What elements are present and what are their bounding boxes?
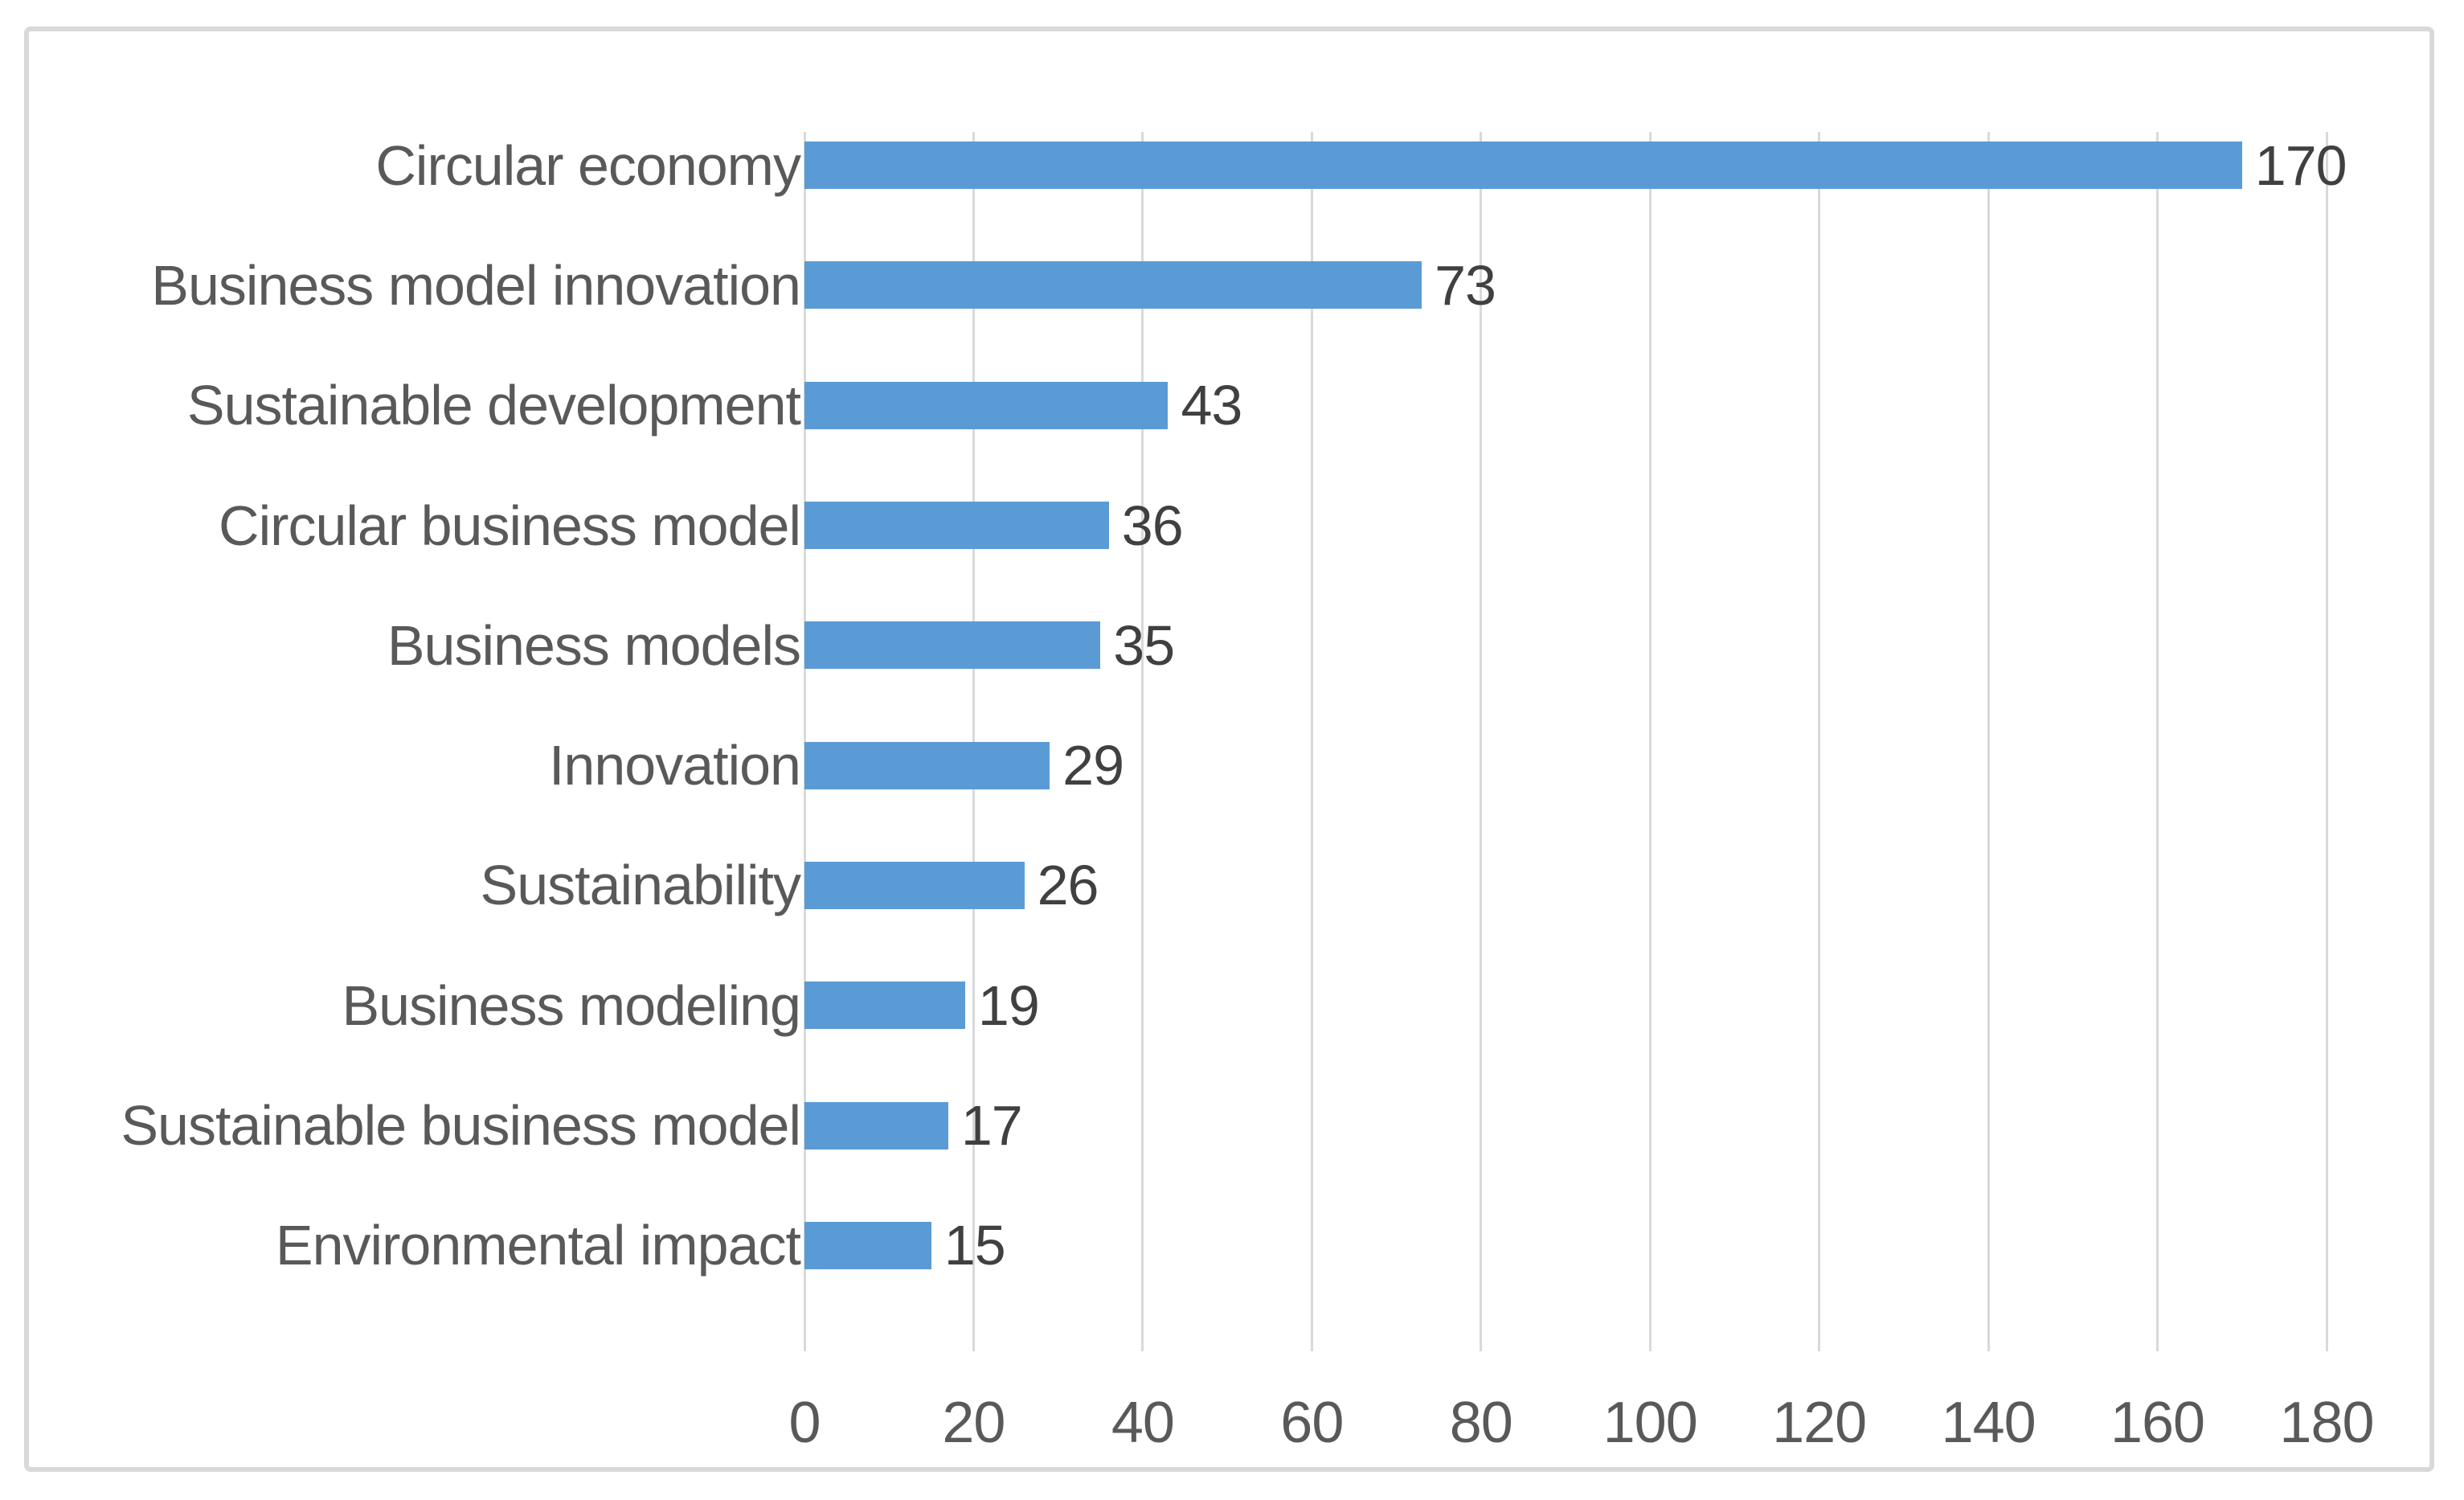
x-axis-tick-label: 20: [942, 1391, 1005, 1455]
category-label: Sustainability: [480, 854, 801, 917]
gridline-x-0: [803, 132, 806, 1351]
gridline-x-20: [972, 132, 975, 1351]
category-label: Business modeling: [342, 973, 801, 1037]
gridline-x-140: [1987, 132, 1990, 1351]
value-label: 29: [1062, 734, 1124, 797]
value-label: 43: [1181, 374, 1242, 437]
value-label: 26: [1037, 854, 1099, 917]
bar-business-modeling: [804, 982, 965, 1030]
gridline-x-160: [2156, 132, 2159, 1351]
value-label: 73: [1435, 253, 1496, 317]
value-label: 36: [1121, 494, 1184, 557]
bar-business-models: [804, 621, 1101, 670]
bar-circular-business-model: [804, 502, 1109, 550]
gridline-x-40: [1141, 132, 1144, 1351]
bar-environmental-impact: [804, 1221, 931, 1269]
x-axis-tick-label: 140: [1941, 1391, 2036, 1455]
gridline-x-60: [1310, 132, 1313, 1351]
category-label: Circular economy: [375, 133, 801, 197]
value-label: 15: [943, 1214, 1006, 1277]
category-label: Environmental impact: [275, 1214, 801, 1277]
category-label: Business model innovation: [151, 253, 801, 317]
bar-sustainable-business-model: [804, 1101, 948, 1150]
bar-sustainability: [804, 861, 1025, 909]
bar-business-model-innovation: [804, 261, 1422, 309]
x-axis-tick-label: 80: [1449, 1391, 1513, 1455]
gridline-x-120: [1818, 132, 1821, 1351]
category-label: Sustainable development: [186, 374, 801, 437]
bar-innovation: [804, 741, 1050, 789]
gridline-x-80: [1480, 132, 1483, 1351]
x-axis-tick-label: 120: [1772, 1391, 1867, 1455]
value-label: 19: [977, 973, 1040, 1037]
category-label: Innovation: [548, 734, 801, 797]
x-axis-tick-label: 160: [2110, 1391, 2205, 1455]
x-axis-tick-label: 180: [2279, 1391, 2374, 1455]
value-label: 17: [960, 1094, 1023, 1158]
category-label: Sustainable business model: [121, 1094, 801, 1158]
x-axis-tick-label: 40: [1111, 1391, 1175, 1455]
value-label: 170: [2254, 133, 2347, 197]
gridline-x-180: [2325, 132, 2328, 1351]
x-axis-tick-label: 100: [1602, 1391, 1698, 1455]
bar-circular-economy: [804, 141, 2242, 190]
x-axis-tick-label: 0: [788, 1391, 821, 1455]
x-axis-tick-label: 60: [1280, 1391, 1344, 1455]
category-label: Circular business model: [219, 494, 801, 557]
category-label: Business models: [387, 613, 801, 677]
bar-sustainable-development: [804, 381, 1169, 429]
gridline-x-100: [1648, 132, 1652, 1351]
chart-frame: 0 20 40 60 80 100 120 140 160 180 Circular economy…: [24, 27, 2434, 1472]
value-label: 35: [1113, 613, 1175, 677]
